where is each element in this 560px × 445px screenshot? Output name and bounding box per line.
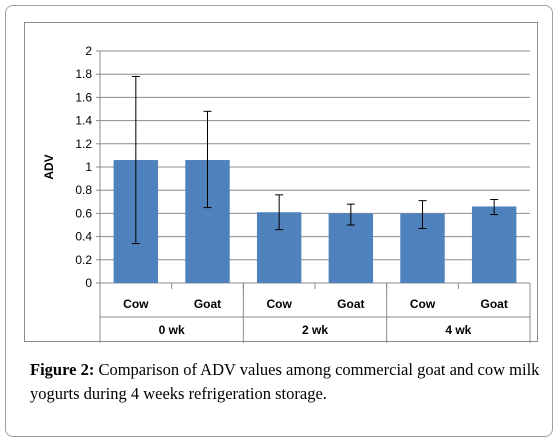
y-tick-label: 0.8 <box>75 183 92 197</box>
caption-label: Figure 2: <box>30 360 95 379</box>
x-group-label: 2 wk <box>302 323 328 337</box>
adv-bar-chart: 0 0.2 0.4 0.6 0.8 1 1.2 1.4 1.6 1.8 2 ADV Cow Goat 0 w… <box>42 44 531 343</box>
x-category-label: Goat <box>480 297 507 311</box>
chart-area: 0 0.2 0.4 0.6 0.8 1 1.2 1.4 1.6 1.8 2 ADV Cow Goat 0 w… <box>24 22 538 343</box>
y-tick-label: 1.6 <box>75 90 92 104</box>
y-tick-label: 1.8 <box>75 67 92 81</box>
x-category-label: Goat <box>194 297 221 311</box>
x-category-label: Cow <box>410 297 436 311</box>
bar-4wk-goat <box>471 206 517 283</box>
figure-caption: Figure 2: Comparison of ADV values among… <box>30 358 540 406</box>
y-tick-label: 0.6 <box>75 206 92 220</box>
x-group-label: 4 wk <box>445 323 471 337</box>
y-tick-label: 1.4 <box>75 114 92 128</box>
y-tick-label: 0 <box>85 276 92 290</box>
x-group-label: 0 wk <box>159 323 185 337</box>
x-category-label: Cow <box>123 297 149 311</box>
figure-frame: 0 0.2 0.4 0.6 0.8 1 1.2 1.4 1.6 1.8 2 ADV Cow Goat 0 w… <box>5 5 553 437</box>
x-category-label: Cow <box>266 297 292 311</box>
y-tick-label: 0.4 <box>75 230 92 244</box>
caption-text: Comparison of ADV values among commercia… <box>30 360 540 403</box>
y-tick-label: 1 <box>85 160 92 174</box>
x-category-label: Goat <box>337 297 364 311</box>
y-axis-label: ADV <box>42 154 56 179</box>
y-tick-label: 0.2 <box>75 253 92 267</box>
y-tick-label: 2 <box>85 44 92 58</box>
y-tick-label: 1.2 <box>75 137 92 151</box>
